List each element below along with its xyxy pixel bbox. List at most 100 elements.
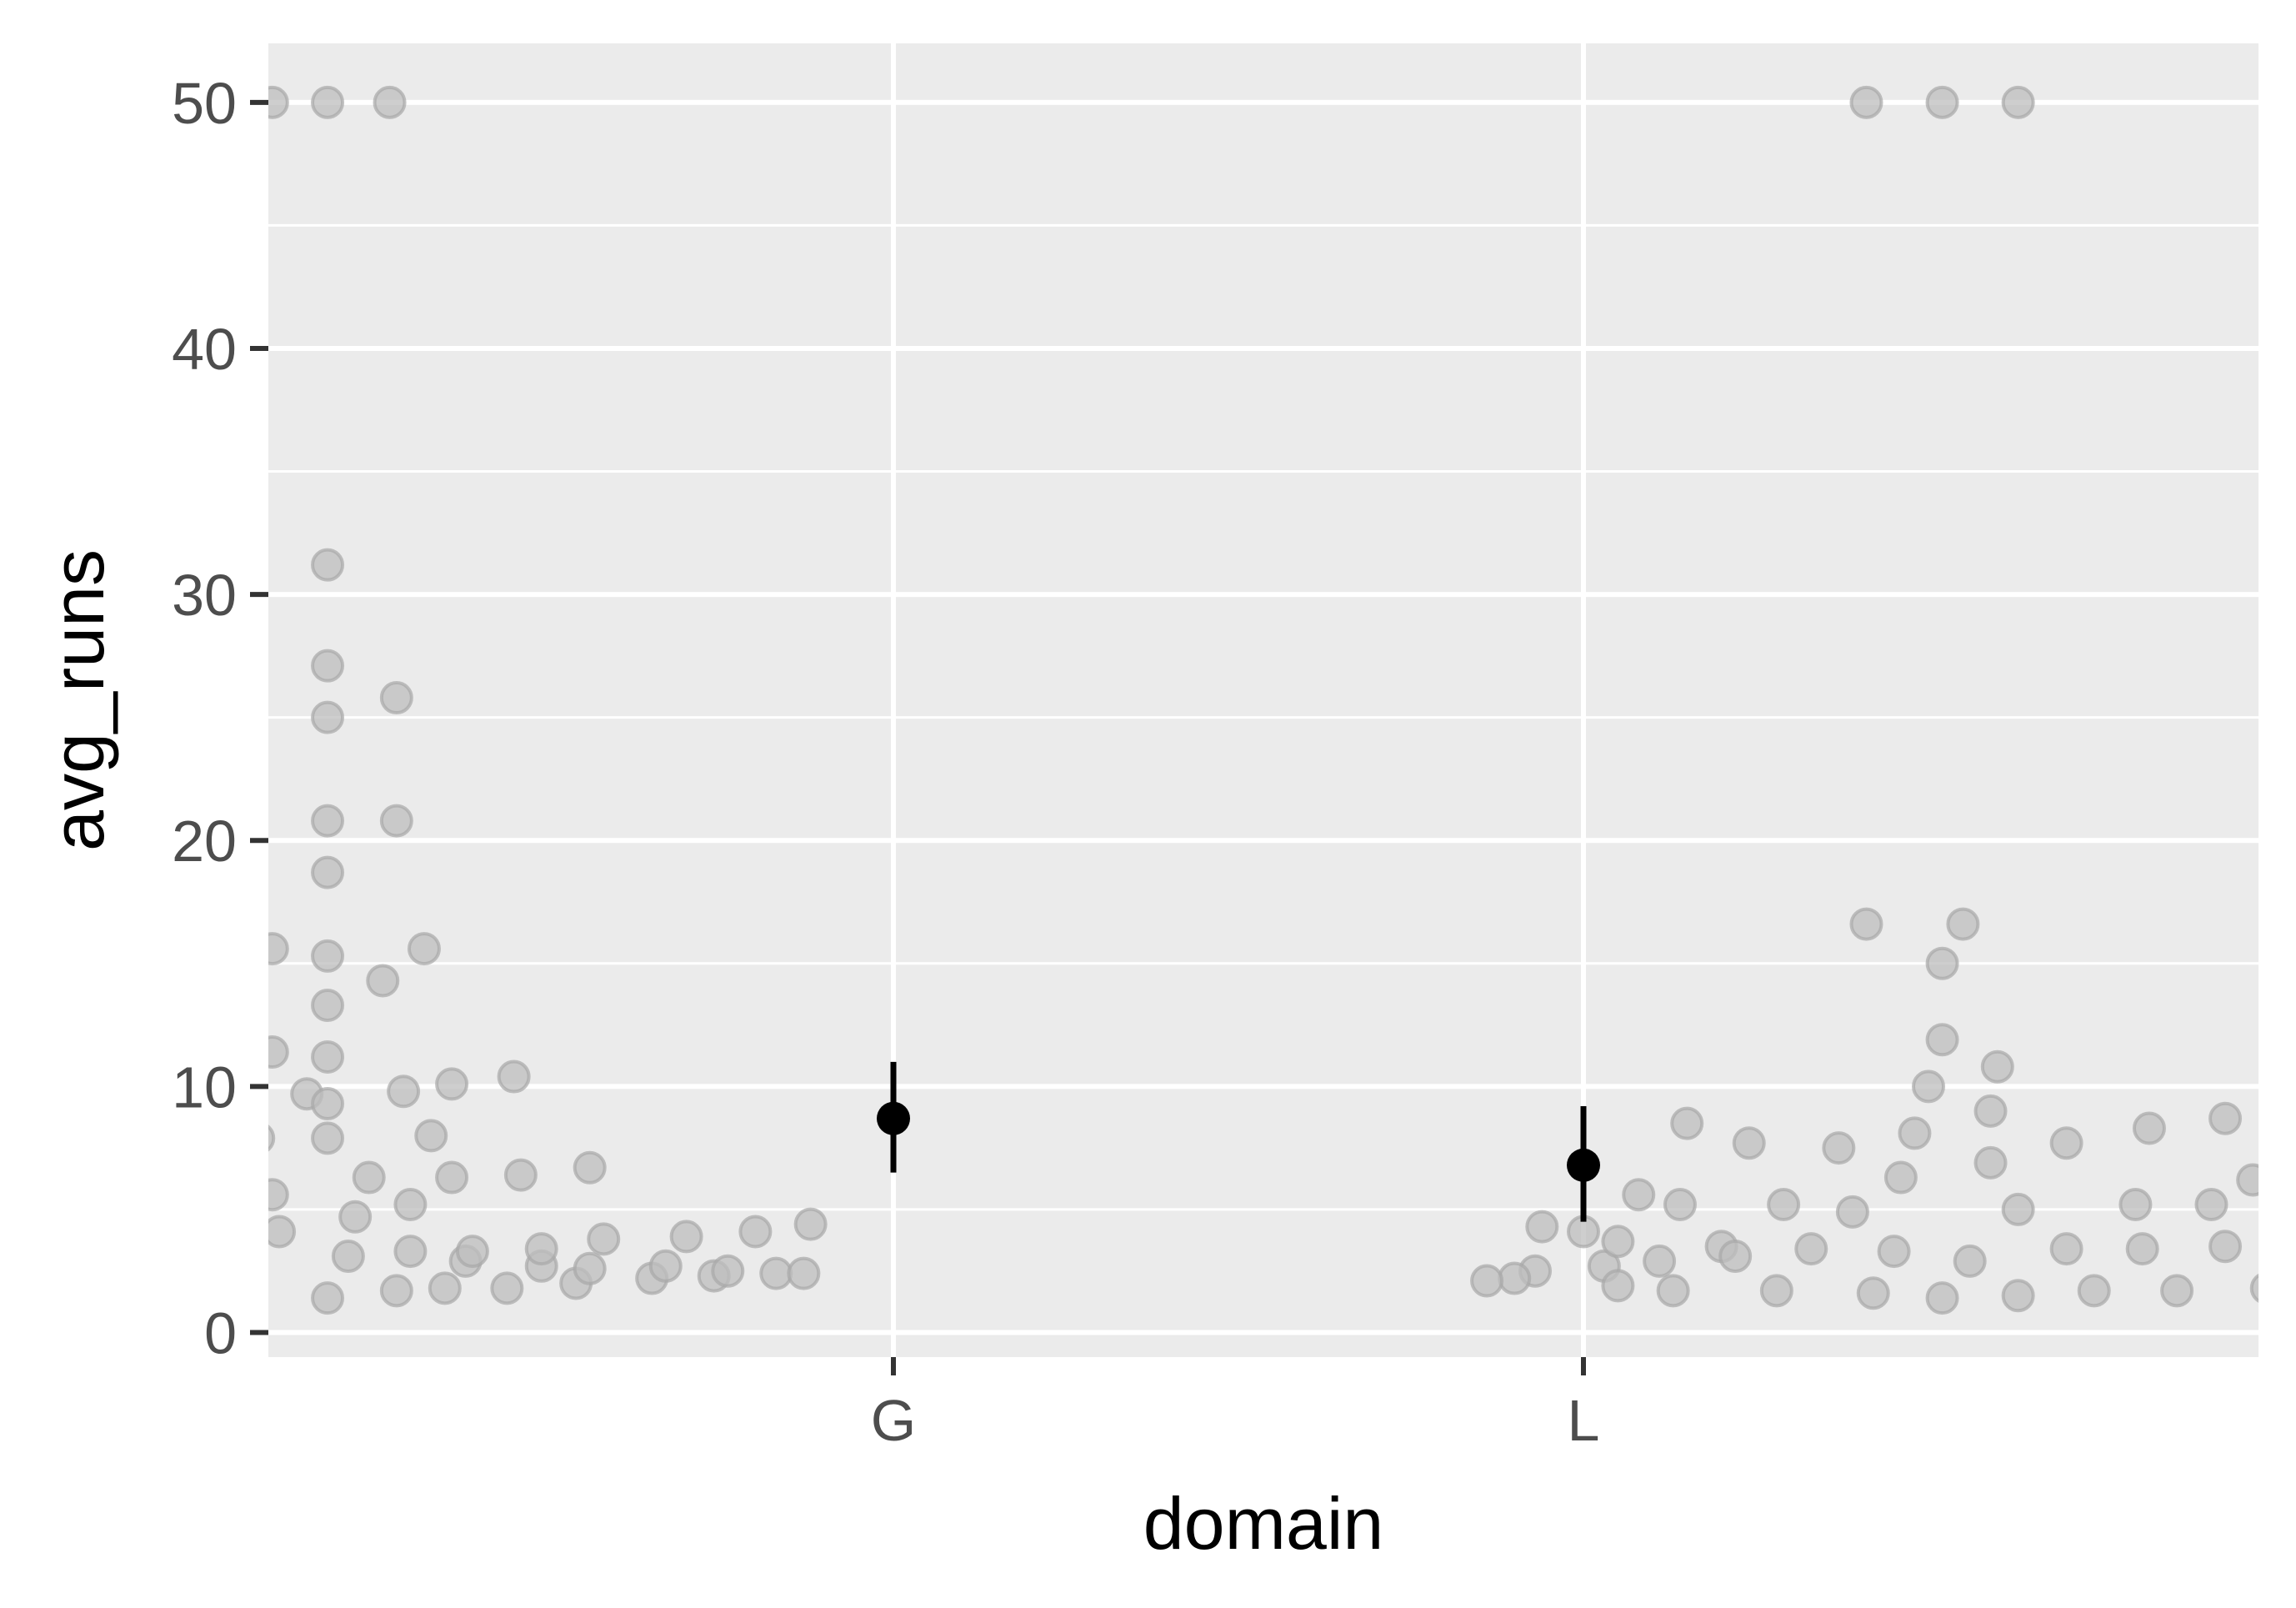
data-point: [373, 85, 407, 119]
y-tick-label: 50: [172, 71, 237, 136]
data-point: [311, 855, 345, 889]
data-point: [1925, 1281, 1959, 1315]
data-point: [311, 988, 345, 1022]
data-point: [1601, 1269, 1635, 1303]
data-point: [268, 1178, 289, 1212]
data-point: [1883, 1160, 1918, 1195]
data-point: [1622, 1178, 1656, 1212]
data-point: [1973, 1094, 2008, 1128]
data-point: [1601, 1225, 1635, 1259]
x-tick-label: L: [1568, 1388, 1600, 1453]
data-point: [311, 1087, 345, 1121]
data-point: [428, 1271, 462, 1305]
plot-panel: [268, 43, 2258, 1357]
data-point: [338, 1200, 373, 1234]
data-point: [1670, 1106, 1704, 1140]
y-tick-label: 0: [204, 1300, 237, 1365]
data-point: [311, 1121, 345, 1155]
data-point: [2208, 1230, 2243, 1264]
data-point: [1498, 1261, 1532, 1295]
data-point: [1925, 85, 1959, 119]
data-point: [1835, 1195, 1869, 1229]
data-point: [2236, 1163, 2258, 1197]
data-point: [2208, 1101, 2243, 1135]
data-point: [311, 939, 345, 973]
data-point: [311, 804, 345, 838]
data-point: [331, 1239, 365, 1273]
mean-point: [1567, 1148, 1600, 1182]
data-point: [366, 964, 400, 998]
data-point: [268, 1215, 297, 1249]
panel-background: [268, 43, 2258, 1357]
data-point: [759, 1256, 793, 1290]
data-point: [1643, 1244, 1677, 1278]
data-point: [1767, 1188, 1801, 1222]
data-point: [311, 85, 345, 119]
axes: 0 10 20 30 40 50 G L: [172, 71, 1599, 1453]
data-point: [1856, 1276, 1890, 1310]
data-point: [787, 1256, 821, 1290]
data-point: [2049, 1232, 2083, 1266]
data-point: [2194, 1188, 2228, 1222]
data-point: [2049, 1126, 2083, 1160]
data-point: [497, 1059, 531, 1094]
data-point: [648, 1249, 683, 1283]
data-point: [414, 1119, 448, 1153]
data-point: [1953, 1244, 1987, 1278]
data-point: [435, 1160, 469, 1195]
data-point: [311, 1281, 345, 1315]
data-point: [268, 1035, 289, 1069]
data-point: [1470, 1264, 1504, 1298]
data-point: [1663, 1188, 1697, 1222]
data-point: [379, 681, 413, 715]
data-point: [1925, 1023, 1959, 1057]
data-point: [393, 1188, 428, 1222]
data-point: [1849, 907, 1883, 941]
summary-layer: [877, 1061, 1600, 1222]
data-point: [793, 1207, 828, 1241]
data-point: [393, 1235, 428, 1269]
data-point: [1898, 1116, 1932, 1150]
data-point: [524, 1232, 558, 1266]
y-tick-label: 40: [172, 317, 237, 382]
data-point: [2001, 85, 2035, 119]
data-point: [2118, 1188, 2153, 1222]
data-point: [455, 1235, 489, 1269]
y-axis-title: avg_runs: [37, 549, 119, 851]
data-point: [379, 804, 413, 838]
data-point: [587, 1222, 621, 1256]
data-point: [352, 1160, 386, 1195]
y-tick-label: 30: [172, 563, 237, 628]
data-point: [268, 932, 289, 966]
x-axis-title: domain: [1143, 1482, 1384, 1565]
data-point: [2249, 1273, 2258, 1303]
data-point: [2001, 1279, 2035, 1313]
data-point: [573, 1251, 607, 1285]
data-point: [311, 649, 345, 683]
data-point: [490, 1271, 524, 1305]
data-point: [379, 1274, 413, 1308]
data-points: [268, 85, 2258, 1315]
data-point: [669, 1220, 703, 1254]
data-point: [311, 1039, 345, 1074]
y-tick-label: 20: [172, 809, 237, 874]
data-point: [2077, 1274, 2111, 1308]
data-point: [1822, 1131, 1856, 1165]
data-point: [2125, 1232, 2159, 1266]
mean-point: [877, 1101, 910, 1135]
data-point: [311, 700, 345, 734]
data-point: [407, 932, 441, 966]
data-point: [268, 1125, 276, 1152]
data-point: [2001, 1192, 2035, 1226]
data-point: [738, 1215, 773, 1249]
data-point: [2132, 1111, 2166, 1145]
data-point: [1973, 1145, 2008, 1180]
data-point: [1525, 1210, 1559, 1244]
x-tick-label: G: [871, 1388, 916, 1453]
data-point: [573, 1150, 607, 1185]
data-point: [1732, 1126, 1766, 1160]
data-point: [268, 85, 289, 119]
data-point: [2160, 1274, 2194, 1308]
data-point: [1925, 946, 1959, 980]
